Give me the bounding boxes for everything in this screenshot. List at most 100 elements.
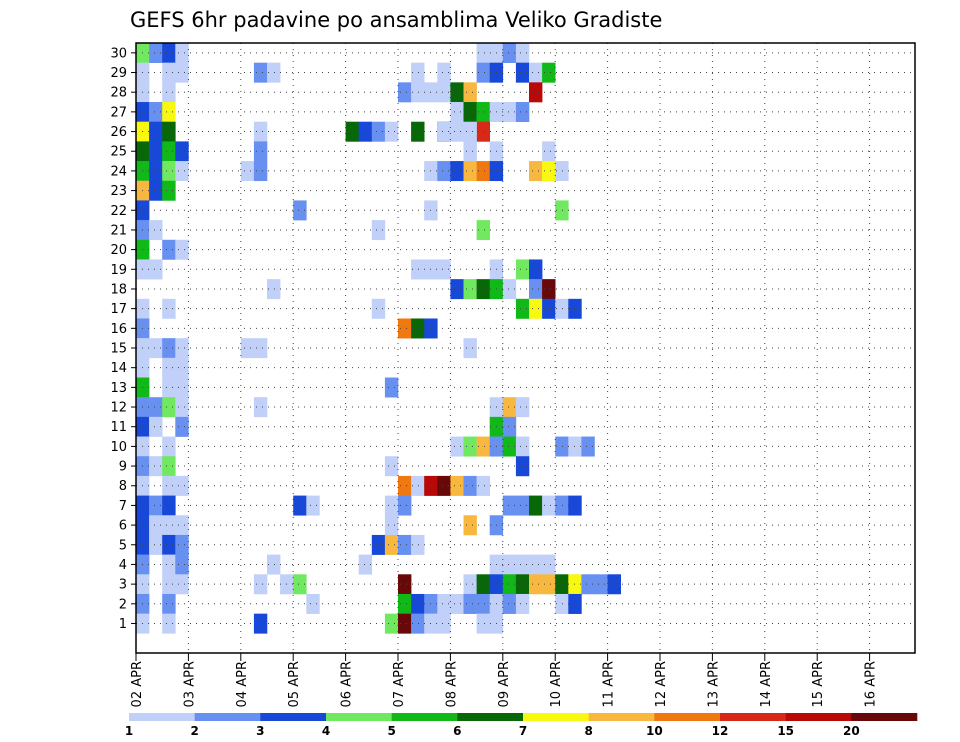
- heatmap-cell: [529, 298, 543, 319]
- heatmap-cell: [450, 102, 464, 123]
- heatmap-cell: [371, 220, 386, 241]
- y-tick-label: 14: [110, 361, 127, 376]
- heatmap-cell: [515, 62, 530, 83]
- x-tick-label: 07 APR: [392, 661, 407, 707]
- y-tick-label: 23: [110, 184, 127, 199]
- heatmap-cell: [450, 436, 464, 457]
- heatmap-cell: [306, 593, 320, 614]
- y-tick-label: 13: [110, 381, 127, 396]
- heatmap-cell: [555, 298, 569, 319]
- x-axis: 02 APR 03 APR 04 APR 05 APR 06 APR 07 APR 08 A…: [130, 653, 879, 707]
- heatmap-cell: [267, 279, 281, 300]
- heatmap-cell: [515, 495, 530, 516]
- heatmap-cell: [398, 82, 412, 103]
- heatmap-cell: [450, 121, 464, 142]
- legend-label: 20: [843, 724, 860, 738]
- heatmap-cell: [384, 534, 399, 555]
- heatmap-cell: [463, 515, 477, 536]
- heatmap-cell: [555, 495, 569, 516]
- heatmap-cell: [542, 554, 556, 575]
- heatmap-cell: [476, 161, 490, 182]
- heatmap-cell: [162, 141, 176, 162]
- heatmap-cell: [515, 43, 530, 63]
- heatmap-cell: [437, 259, 451, 280]
- heatmap-cell: [384, 377, 399, 398]
- heatmap-cell: [162, 357, 176, 378]
- y-tick-label: 21: [110, 223, 127, 238]
- legend-label: 7: [519, 724, 527, 738]
- heatmap-cell: [476, 613, 490, 634]
- legend-swatch: [654, 713, 721, 721]
- heatmap-cell: [542, 574, 556, 595]
- x-tick-label: 15 APR: [811, 661, 826, 707]
- heatmap-cell: [162, 43, 176, 63]
- heatmap-cell: [437, 82, 451, 103]
- heatmap-cell: [411, 82, 425, 103]
- heatmap-cell: [437, 475, 451, 496]
- y-tick-label: 12: [110, 401, 127, 416]
- x-tick-label: 14 APR: [759, 661, 774, 707]
- x-tick-label: 16 APR: [864, 661, 879, 707]
- heatmap-cell: [463, 279, 477, 300]
- heatmap-cell: [502, 43, 517, 63]
- heatmap-cell: [450, 475, 464, 496]
- heatmap-cell: [175, 574, 189, 595]
- x-tick-label: 05 APR: [287, 661, 302, 707]
- heatmap-cell: [476, 279, 490, 300]
- heatmap-cell: [594, 574, 608, 595]
- y-tick-label: 15: [110, 342, 127, 357]
- legend-swatch: [260, 713, 327, 721]
- legend-label: 2: [190, 724, 198, 738]
- heatmap-cell: [253, 397, 268, 418]
- heatmap-cell: [384, 121, 399, 142]
- heatmap-cell: [529, 82, 543, 103]
- heatmap-cell: [411, 534, 425, 555]
- y-tick-label: 29: [110, 66, 127, 81]
- heatmap-cell: [515, 554, 530, 575]
- x-tick-label: 04 APR: [235, 661, 250, 707]
- x-tick-label: 09 APR: [497, 661, 512, 707]
- y-tick-label: 25: [110, 145, 127, 160]
- heatmap-cell: [437, 593, 451, 614]
- heatmap-cell: [463, 141, 477, 162]
- heatmap-cell: [476, 102, 490, 123]
- heatmap-cell: [358, 554, 373, 575]
- heatmap-cell: [450, 161, 464, 182]
- heatmap-cell: [162, 397, 176, 418]
- heatmap-cell: [555, 574, 569, 595]
- heatmap-cell: [162, 102, 176, 123]
- y-tick-label: 11: [110, 420, 127, 435]
- heatmap-cell: [476, 43, 490, 63]
- legend-label: 10: [646, 724, 663, 738]
- heatmap-cell: [515, 456, 530, 477]
- heatmap-cell: [371, 534, 386, 555]
- heatmap-cell: [529, 574, 543, 595]
- legend-label: 12: [712, 724, 729, 738]
- heatmap-cell: [149, 515, 163, 536]
- y-tick-label: 30: [110, 46, 127, 61]
- heatmap-cell: [450, 279, 464, 300]
- heatmap-cell: [529, 554, 543, 575]
- x-tick-label: 11 APR: [602, 661, 617, 707]
- heatmap-cell: [149, 534, 163, 555]
- heatmap-cell: [253, 121, 268, 142]
- heatmap-cell: [358, 121, 373, 142]
- x-tick-label: 08 APR: [444, 661, 459, 707]
- heatmap-cell: [175, 338, 189, 359]
- y-tick-label: 27: [110, 105, 127, 120]
- heatmap-cell: [253, 141, 268, 162]
- heatmap-cell: [411, 613, 425, 634]
- heatmap-cell: [162, 554, 176, 575]
- heatmap-cell: [502, 574, 517, 595]
- legend-label: 4: [322, 724, 330, 738]
- heatmap-cell: [162, 475, 176, 496]
- heatmap-cell: [175, 239, 189, 260]
- heatmap-cell: [149, 180, 163, 201]
- y-tick-label: 16: [110, 322, 127, 337]
- heatmap-cell: [529, 161, 543, 182]
- legend-swatch: [588, 713, 655, 721]
- heatmap-cell: [515, 298, 530, 319]
- heatmap-cell: [542, 495, 556, 516]
- heatmap-cell: [502, 436, 517, 457]
- heatmap-cell: [463, 574, 477, 595]
